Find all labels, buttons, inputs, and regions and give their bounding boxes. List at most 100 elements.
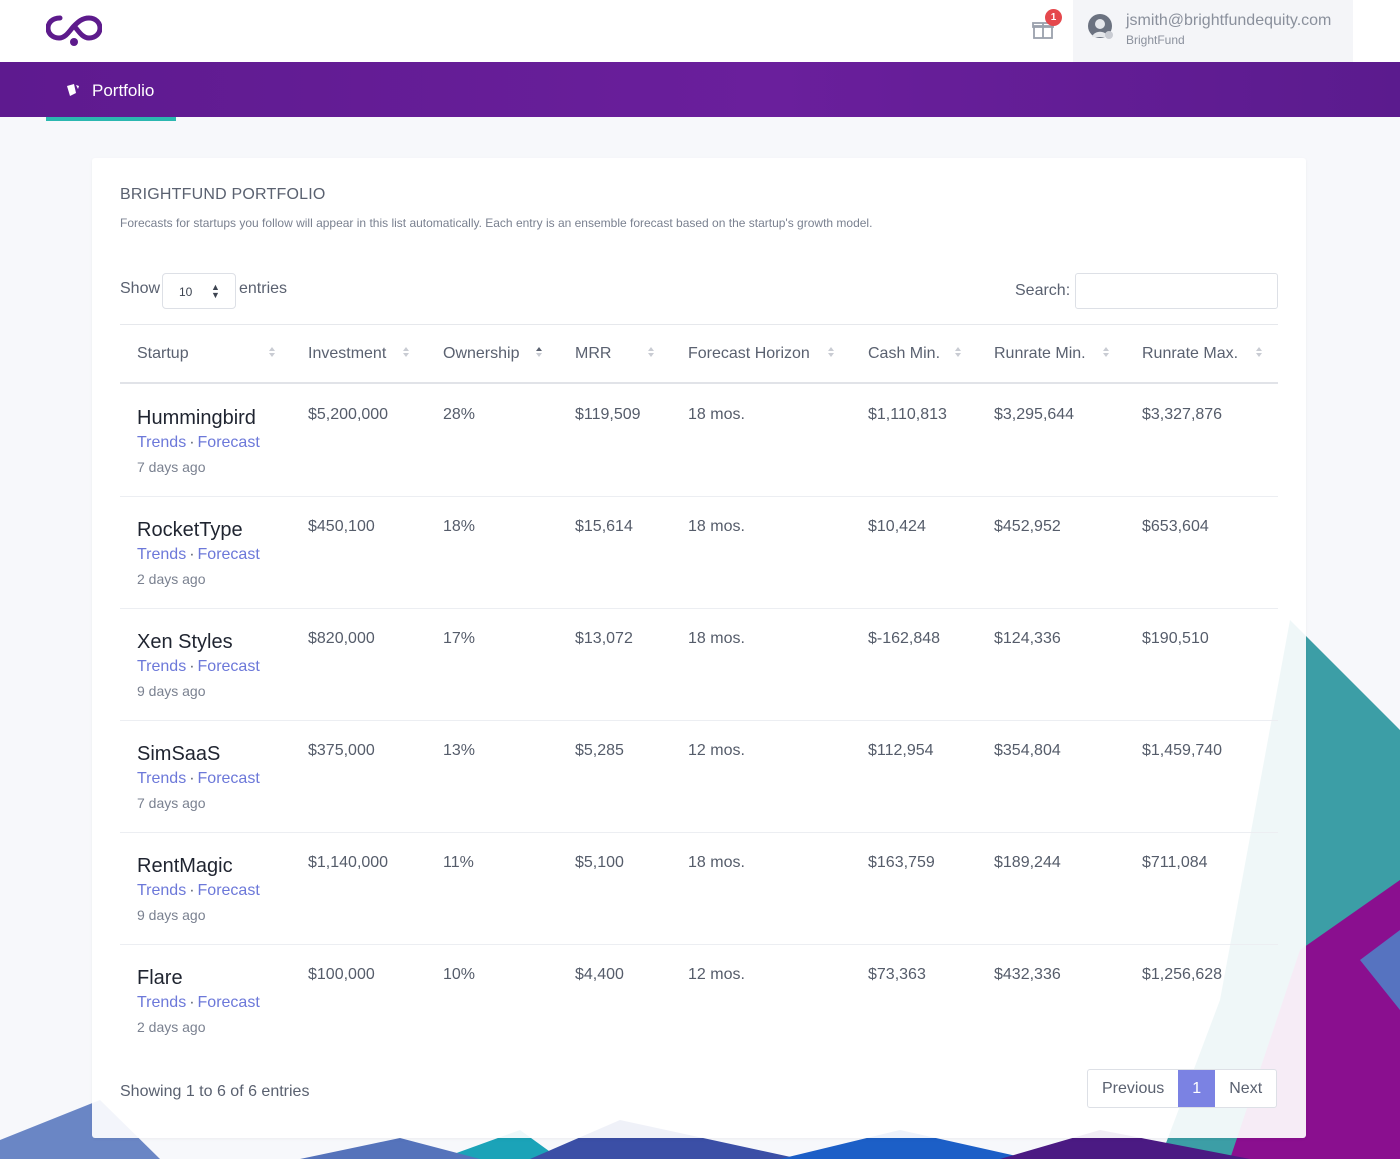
runrate-min-cell: $354,804 bbox=[994, 742, 1061, 759]
page-1-button[interactable]: 1 bbox=[1178, 1070, 1216, 1107]
startup-name: SimSaaS bbox=[137, 743, 221, 765]
mrr-cell: $13,072 bbox=[575, 630, 633, 647]
runrate-max-cell: $711,084 bbox=[1142, 854, 1208, 871]
portfolio-icon bbox=[67, 84, 79, 96]
sort-icon bbox=[1256, 345, 1264, 359]
tab-portfolio-label: Portfolio bbox=[92, 81, 155, 100]
startup-links: Trends · Forecast bbox=[137, 770, 260, 787]
mrr-cell: $15,614 bbox=[575, 518, 633, 535]
tab-portfolio[interactable]: Portfolio bbox=[46, 62, 176, 121]
main-nav: Portfolio bbox=[0, 62, 1400, 121]
mrr-cell: $5,285 bbox=[575, 742, 624, 759]
trends-link[interactable]: Trends bbox=[137, 994, 187, 1011]
runrate-min-cell: $124,336 bbox=[994, 630, 1061, 647]
forecast-link[interactable]: Forecast bbox=[197, 770, 260, 787]
startup-name: RentMagic bbox=[137, 855, 233, 877]
user-menu[interactable]: jsmith@brightfundequity.com BrightFund bbox=[1073, 0, 1353, 62]
search-input[interactable] bbox=[1075, 273, 1278, 309]
table-row: Flare Trends · Forecast 2 days ago $100,00… bbox=[120, 945, 1278, 1057]
sort-icon bbox=[1103, 345, 1111, 359]
table-info: Showing 1 to 6 of 6 entries bbox=[120, 1083, 310, 1100]
forecast-link[interactable]: Forecast bbox=[197, 882, 260, 899]
startup-links: Trends · Forecast bbox=[137, 546, 260, 563]
cash-min-cell: $10,424 bbox=[868, 518, 926, 535]
updated-ago: 2 days ago bbox=[137, 1019, 206, 1035]
entries-select-value: 10 bbox=[179, 285, 193, 299]
runrate-max-cell: $653,604 bbox=[1142, 518, 1209, 535]
sort-icon bbox=[269, 345, 277, 359]
investment-cell: $375,000 bbox=[308, 742, 375, 759]
startup-links: Trends · Forecast bbox=[137, 994, 260, 1011]
trends-link[interactable]: Trends bbox=[137, 434, 187, 451]
trends-link[interactable]: Trends bbox=[137, 770, 187, 787]
cash-min-cell: $1,110,813 bbox=[868, 406, 947, 423]
column-label: Forecast Horizon bbox=[688, 345, 810, 362]
portfolio-card: BRIGHTFUND PORTFOLIO Forecasts for start… bbox=[92, 158, 1306, 1138]
trends-link[interactable]: Trends bbox=[137, 882, 187, 899]
runrate-max-cell: $1,256,628 bbox=[1142, 966, 1223, 983]
startup-links: Trends · Forecast bbox=[137, 658, 260, 675]
forecast-link[interactable]: Forecast bbox=[197, 546, 260, 563]
sort-icon bbox=[403, 345, 411, 359]
trends-link[interactable]: Trends bbox=[137, 658, 187, 675]
table-row: RocketType Trends · Forecast 2 days ago $4… bbox=[120, 497, 1278, 609]
mrr-cell: $5,100 bbox=[575, 854, 624, 871]
column-header-cash-min[interactable]: Cash Min. bbox=[868, 325, 966, 383]
table-row: RentMagic Trends · Forecast 9 days ago $1,… bbox=[120, 833, 1278, 945]
startup-name: Hummingbird bbox=[137, 407, 256, 429]
forecast-link[interactable]: Forecast bbox=[197, 994, 260, 1011]
column-label: MRR bbox=[575, 345, 612, 362]
ownership-cell: 13% bbox=[443, 742, 476, 759]
forecast-link[interactable]: Forecast bbox=[197, 434, 260, 451]
runrate-max-cell: $1,459,740 bbox=[1142, 742, 1223, 759]
table-row: Xen Styles Trends · Forecast 9 days ago $8… bbox=[120, 609, 1278, 721]
table-header: Startup Investment Ownership MRR Forecas… bbox=[120, 324, 1278, 384]
horizon-cell: 12 mos. bbox=[688, 742, 745, 759]
column-label: Cash Min. bbox=[868, 345, 941, 362]
startup-name: Xen Styles bbox=[137, 631, 233, 653]
column-header-mrr[interactable]: MRR bbox=[575, 325, 659, 383]
sort-icon bbox=[648, 345, 656, 359]
cash-min-cell: $-162,848 bbox=[868, 630, 941, 647]
infinity-logo-icon[interactable] bbox=[46, 10, 102, 48]
column-header-startup[interactable]: Startup bbox=[137, 325, 277, 383]
next-page-button[interactable]: Next bbox=[1229, 1080, 1263, 1097]
cash-min-cell: $73,363 bbox=[868, 966, 926, 983]
investment-cell: $820,000 bbox=[308, 630, 375, 647]
updated-ago: 9 days ago bbox=[137, 683, 206, 699]
runrate-min-cell: $452,952 bbox=[994, 518, 1061, 535]
updated-ago: 2 days ago bbox=[137, 571, 206, 587]
ownership-cell: 10% bbox=[443, 966, 476, 983]
ownership-cell: 11% bbox=[443, 854, 474, 871]
column-header-runrate-min[interactable]: Runrate Min. bbox=[994, 325, 1112, 383]
startup-links: Trends · Forecast bbox=[137, 434, 260, 451]
startup-name: Flare bbox=[137, 967, 183, 989]
forecast-link[interactable]: Forecast bbox=[197, 658, 260, 675]
column-header-forecast-horizon[interactable]: Forecast Horizon bbox=[688, 325, 838, 383]
top-bar: 1 jsmith@brightfundequity.com BrightFund bbox=[0, 0, 1400, 62]
runrate-min-cell: $189,244 bbox=[994, 854, 1061, 871]
column-header-ownership[interactable]: Ownership bbox=[443, 325, 547, 383]
previous-page-button[interactable]: Previous bbox=[1102, 1080, 1165, 1097]
ownership-cell: 18% bbox=[443, 518, 476, 535]
column-label: Ownership bbox=[443, 345, 520, 362]
entries-per-page-select[interactable]: 10 ▲ ▼ bbox=[162, 273, 236, 309]
ownership-cell: 17% bbox=[443, 630, 476, 647]
ownership-cell: 28% bbox=[443, 406, 476, 423]
sort-icon bbox=[828, 345, 836, 359]
column-label: Runrate Max. bbox=[1142, 345, 1239, 362]
column-header-investment[interactable]: Investment bbox=[308, 325, 412, 383]
column-label: Runrate Min. bbox=[994, 345, 1086, 362]
runrate-max-cell: $3,327,876 bbox=[1142, 406, 1223, 423]
table-row: SimSaaS Trends · Forecast 7 days ago $375,… bbox=[120, 721, 1278, 833]
column-header-runrate-max[interactable]: Runrate Max. bbox=[1142, 325, 1266, 383]
entries-label: entries bbox=[239, 280, 288, 297]
trends-link[interactable]: Trends bbox=[137, 546, 187, 563]
sort-ascending-icon bbox=[536, 345, 544, 359]
column-label: Startup bbox=[137, 345, 189, 362]
horizon-cell: 18 mos. bbox=[688, 406, 745, 423]
user-org: BrightFund bbox=[1126, 33, 1185, 47]
horizon-cell: 18 mos. bbox=[688, 518, 745, 535]
pagination: Previous 1 Next bbox=[1087, 1069, 1278, 1108]
runrate-min-cell: $3,295,644 bbox=[994, 406, 1075, 423]
